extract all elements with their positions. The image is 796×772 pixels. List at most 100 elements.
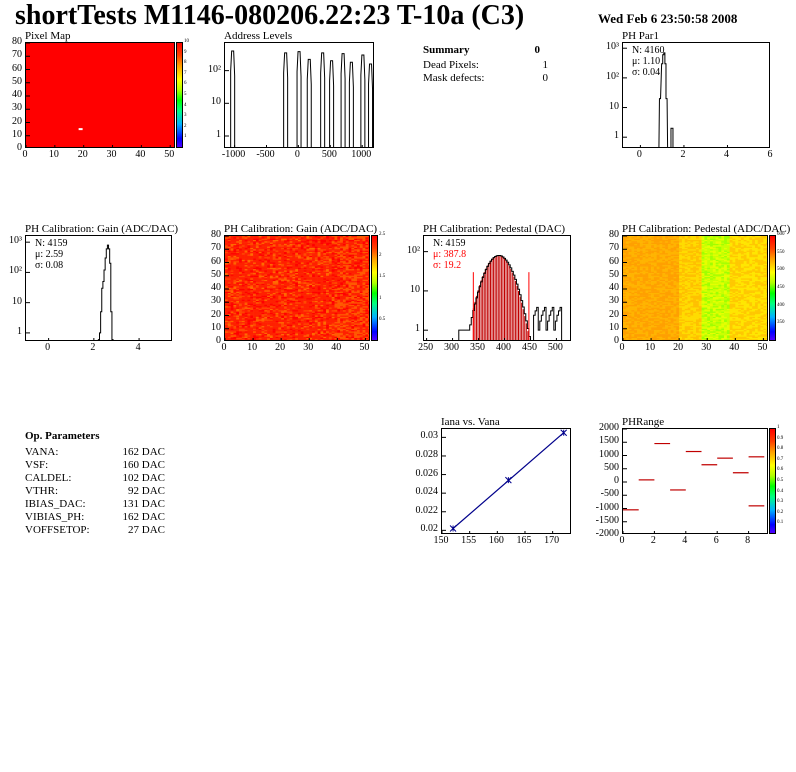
heatmap-cell xyxy=(337,238,341,241)
heatmap-cell xyxy=(314,246,318,249)
heatmap-cell xyxy=(272,286,276,288)
heatmap-cell xyxy=(326,253,330,255)
heatmap-cell xyxy=(628,298,632,300)
heatmap-cell xyxy=(233,278,237,281)
heatmap-cell xyxy=(239,283,243,286)
heatmap-cell xyxy=(306,274,310,277)
heatmap-cell xyxy=(348,273,352,275)
heatmap-cell xyxy=(348,291,352,294)
heatmap-cell xyxy=(253,253,257,255)
heatmap-cell xyxy=(269,332,274,335)
heatmap-cell xyxy=(272,266,276,269)
heatmap-cell xyxy=(342,258,347,261)
heatmap-cell xyxy=(334,338,338,340)
heatmap-cell xyxy=(239,303,243,306)
heatmap-cell xyxy=(295,299,299,302)
heatmap-cell xyxy=(312,266,316,269)
heatmap-cell xyxy=(275,312,279,315)
heatmap-cell xyxy=(298,262,302,265)
address-peak xyxy=(296,51,302,147)
heatmap-cell xyxy=(258,316,262,319)
heatmap-cell xyxy=(356,249,361,251)
heatmap-cell xyxy=(328,335,332,337)
heatmap-cell xyxy=(253,275,257,278)
heatmap-cell xyxy=(345,255,349,258)
heatmap-cell xyxy=(292,332,296,335)
heatmap-cell xyxy=(328,262,332,265)
heatmap-cell xyxy=(368,257,369,259)
heatmap-cell xyxy=(368,306,369,308)
heatmap-cell xyxy=(354,282,358,284)
heatmap-cell xyxy=(225,290,229,292)
heatmap-cell xyxy=(634,254,638,257)
heatmap-cell xyxy=(269,291,274,294)
heatmap-cell xyxy=(340,286,344,288)
heatmap-cell xyxy=(331,327,335,330)
heatmap-cell xyxy=(328,326,332,328)
heatmap-cell xyxy=(637,275,641,278)
heatmap-cell xyxy=(625,249,629,251)
heatmap-cell xyxy=(233,237,237,239)
heatmap-cell xyxy=(628,300,632,303)
heatmap-cell xyxy=(261,236,265,238)
heatmap-cell xyxy=(267,262,271,265)
heatmap-cell xyxy=(300,254,304,257)
heatmap-cell xyxy=(272,287,276,290)
heatmap-cell xyxy=(292,303,296,306)
heatmap-cell xyxy=(628,311,632,314)
heatmap-cell xyxy=(331,311,335,314)
heatmap-cell xyxy=(634,246,638,249)
heatmap-cell xyxy=(281,278,285,281)
heatmap-cell xyxy=(320,237,324,239)
heatmap-cell xyxy=(225,285,229,287)
heatmap-cell xyxy=(345,262,349,265)
heatmap-cell xyxy=(337,237,341,239)
heatmap-cell xyxy=(247,270,251,273)
heatmap-cell xyxy=(625,308,629,311)
heatmap-cell xyxy=(292,239,296,242)
heatmap-cell xyxy=(278,251,282,254)
heatmap-cell xyxy=(356,279,361,282)
heatmap-cell xyxy=(230,237,234,239)
heatmap-cell xyxy=(244,308,248,311)
heatmap-cell xyxy=(312,283,316,286)
heatmap-cell xyxy=(230,335,234,337)
heatmap-cell xyxy=(298,246,302,249)
heatmap-cell xyxy=(233,277,237,279)
heatmap-cell xyxy=(264,243,268,246)
heatmap-cell xyxy=(275,326,279,328)
heatmap-cell xyxy=(253,302,257,304)
heatmap-cell xyxy=(326,336,330,339)
heatmap-cell xyxy=(233,257,237,259)
heatmap-cell xyxy=(342,335,347,337)
heatmap-cell xyxy=(623,289,627,291)
heatmap-cell xyxy=(314,257,318,259)
heatmap-cell xyxy=(267,319,271,322)
heatmap-cell xyxy=(272,334,276,336)
heatmap-cell xyxy=(312,294,316,296)
heatmap-cell xyxy=(269,254,274,257)
heatmap-cell xyxy=(623,277,627,279)
heatmap-cell xyxy=(286,279,290,282)
heatmap-cell xyxy=(283,315,288,318)
heatmap-cell xyxy=(264,330,268,332)
heatmap-cell xyxy=(314,338,318,340)
heatmap-cell xyxy=(637,269,641,271)
heatmap-cell xyxy=(337,299,341,302)
heatmap-cell xyxy=(244,251,248,254)
heatmap-cell xyxy=(351,238,355,241)
heatmap-cell xyxy=(639,253,643,255)
heatmap-cell xyxy=(253,239,257,242)
heatmap-cell xyxy=(272,282,276,284)
heatmap-cell xyxy=(233,319,237,322)
heatmap-cell xyxy=(236,335,240,337)
heatmap-cell xyxy=(267,258,271,261)
heatmap-cell xyxy=(247,304,251,307)
heatmap-cell xyxy=(326,319,330,322)
heatmap-cell xyxy=(342,316,347,319)
heatmap-cell xyxy=(292,330,296,332)
heatmap-cell xyxy=(312,318,316,320)
heatmap-cell xyxy=(295,330,299,332)
heatmap-cell xyxy=(320,319,324,322)
heatmap-cell xyxy=(264,278,268,281)
